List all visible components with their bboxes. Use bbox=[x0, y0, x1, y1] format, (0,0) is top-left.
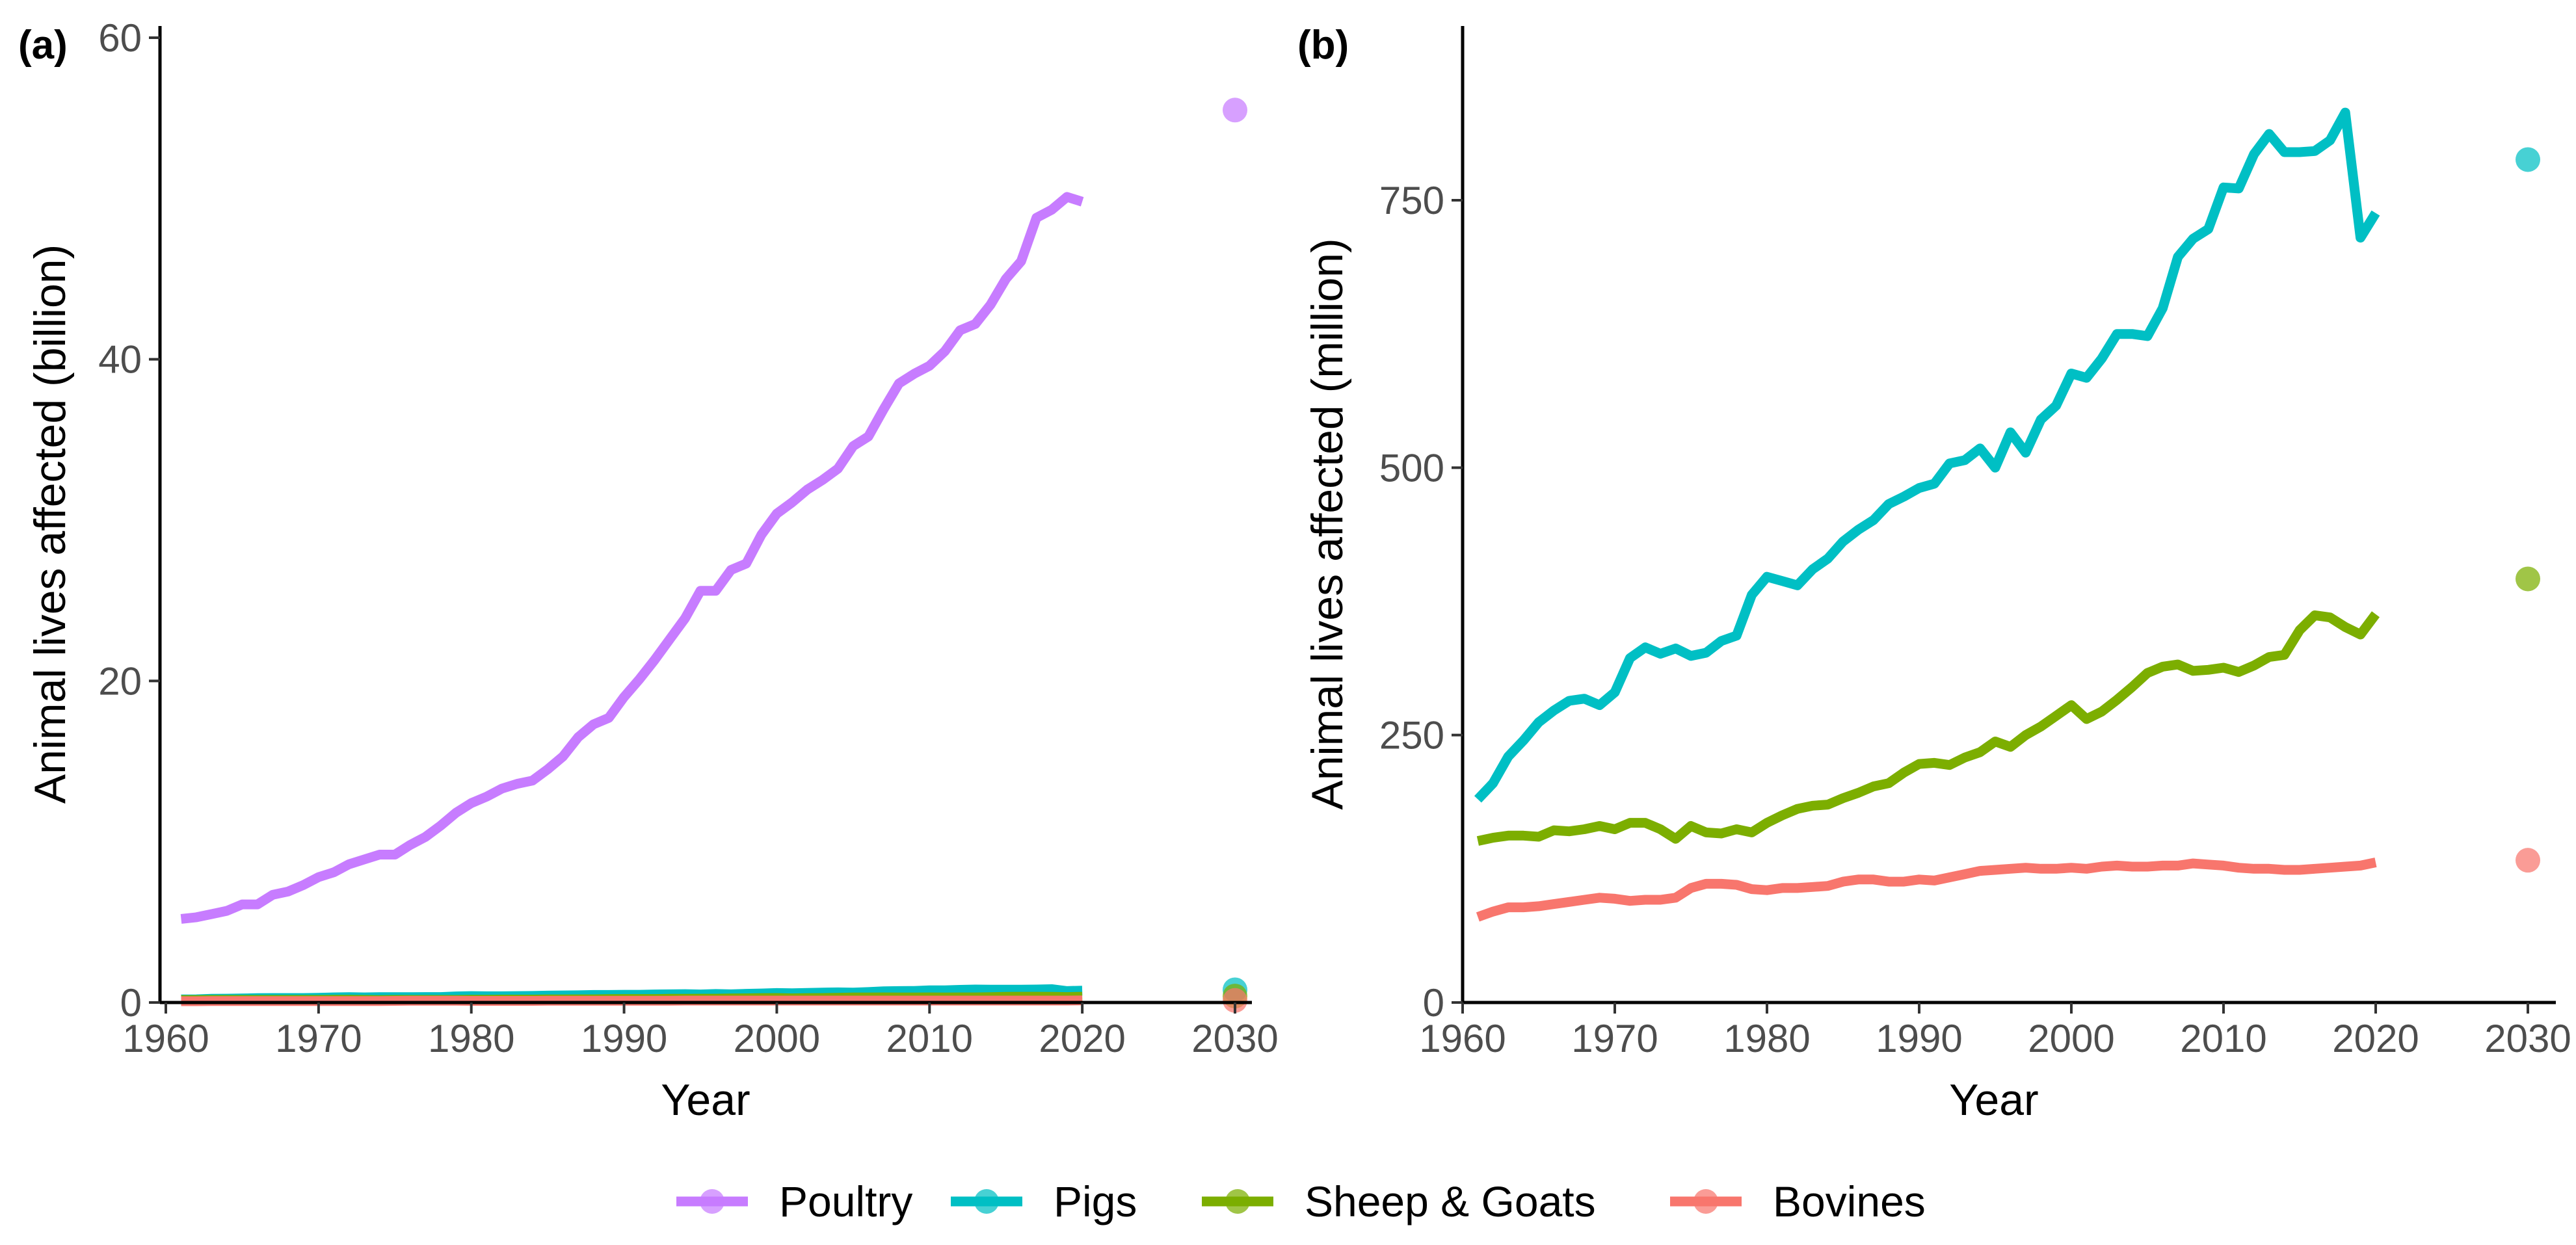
panel-b: (b) 1960 1970 1980 1990 2000 2010 2020 2030 0 25… bbox=[1297, 23, 2571, 1125]
panel-a-x-tick-label: 1960 bbox=[122, 1017, 209, 1060]
legend-key-point bbox=[974, 1189, 999, 1214]
panel-b-x-tick-label: 1980 bbox=[1723, 1017, 1810, 1060]
panel-a-x-tick-label: 2020 bbox=[1039, 1017, 1125, 1060]
panel-b-x-axis-title: Year bbox=[1949, 1075, 2038, 1125]
legend-key-point bbox=[700, 1189, 724, 1214]
panel-a-y-tick-label: 60 bbox=[98, 16, 142, 60]
panel-b-x-tick-label: 1960 bbox=[1419, 1017, 1506, 1060]
panel-b-x-tick-label: 2030 bbox=[2484, 1017, 2571, 1060]
panel-b-x-tick-label: 2000 bbox=[2028, 1017, 2114, 1060]
panel-a-x-tick-label: 1970 bbox=[275, 1017, 362, 1060]
panel-a: (a) 1960 1970 1980 1990 2000 2010 2020 2030 0 20… bbox=[18, 16, 1279, 1125]
panel-b-y-ticks: 0 250 500 750 bbox=[1379, 179, 1463, 1025]
panel-b-series-line-pigs bbox=[1474, 107, 2380, 803]
panel-a-x-axis-title: Year bbox=[661, 1075, 750, 1125]
panel-a-x-tick-label: 2000 bbox=[734, 1017, 820, 1060]
panel-b-tag: (b) bbox=[1297, 23, 1349, 68]
legend-key-point bbox=[1693, 1189, 1718, 1214]
panel-b-x-tick-label: 1970 bbox=[1571, 1017, 1658, 1060]
panel-a-x-ticks: 1960 1970 1980 1990 2000 2010 2020 2030 bbox=[122, 1003, 1279, 1060]
panel-b-x-ticks: 1960 1970 1980 1990 2000 2010 2020 2030 bbox=[1419, 1003, 2571, 1060]
panel-a-x-tick-label: 1980 bbox=[428, 1017, 514, 1060]
panel-a-tag: (a) bbox=[18, 23, 68, 68]
panel-a-y-axis-title: Animal lives affected (billion) bbox=[25, 244, 75, 804]
legend-label: Poultry bbox=[779, 1177, 912, 1225]
panel-b-series-layer bbox=[1474, 107, 2540, 922]
panel-a-x-tick-label: 1990 bbox=[581, 1017, 667, 1060]
panel-a-series-layer bbox=[180, 98, 1247, 1013]
panel-a-projection-point-poultry bbox=[1223, 98, 1247, 123]
legend: Poultry Pigs Sheep & Goats Bovines bbox=[676, 1177, 1926, 1225]
panel-b-projection-point-bovines bbox=[2516, 848, 2540, 873]
panel-a-x-tick-label: 2010 bbox=[886, 1017, 973, 1060]
legend-key-point bbox=[1225, 1189, 1250, 1214]
panel-a-y-ticks: 0 20 40 60 bbox=[98, 16, 160, 1025]
panel-b-y-tick-label: 500 bbox=[1379, 446, 1444, 490]
panel-b-projection-point-pigs bbox=[2516, 147, 2540, 172]
panel-a-y-tick-label: 0 bbox=[120, 981, 142, 1025]
panel-a-x-tick-label: 2030 bbox=[1191, 1017, 1278, 1060]
legend-item-poultry: Poultry bbox=[676, 1177, 912, 1225]
panel-b-x-tick-label: 2020 bbox=[2332, 1017, 2419, 1060]
panel-b-y-tick-label: 0 bbox=[1423, 981, 1444, 1025]
panel-b-series-line-sheep-and-goats bbox=[1476, 610, 2380, 846]
panel-b-projection-point-sheep-and-goats bbox=[2516, 566, 2540, 592]
panel-b-y-tick-label: 250 bbox=[1379, 714, 1444, 757]
legend-item-pigs: Pigs bbox=[951, 1177, 1137, 1225]
panel-b-y-axis-title: Animal lives affected (million) bbox=[1303, 238, 1352, 809]
legend-label: Sheep & Goats bbox=[1305, 1177, 1596, 1225]
panel-b-x-tick-label: 1990 bbox=[1876, 1017, 1962, 1060]
panel-a-projection-point-bovines bbox=[1223, 988, 1247, 1013]
panel-b-x-tick-label: 2010 bbox=[2180, 1017, 2266, 1060]
legend-label: Bovines bbox=[1773, 1177, 1926, 1225]
panel-a-series-line-poultry bbox=[180, 192, 1084, 924]
legend-label: Pigs bbox=[1054, 1177, 1137, 1225]
panel-a-y-tick-label: 40 bbox=[98, 338, 142, 382]
panel-b-series-line-bovines bbox=[1476, 858, 2377, 922]
legend-item-bovines: Bovines bbox=[1670, 1177, 1926, 1225]
panel-b-y-tick-label: 750 bbox=[1379, 179, 1444, 222]
legend-item-sheep-and-goats: Sheep & Goats bbox=[1202, 1177, 1596, 1225]
panel-a-y-tick-label: 20 bbox=[98, 659, 142, 703]
